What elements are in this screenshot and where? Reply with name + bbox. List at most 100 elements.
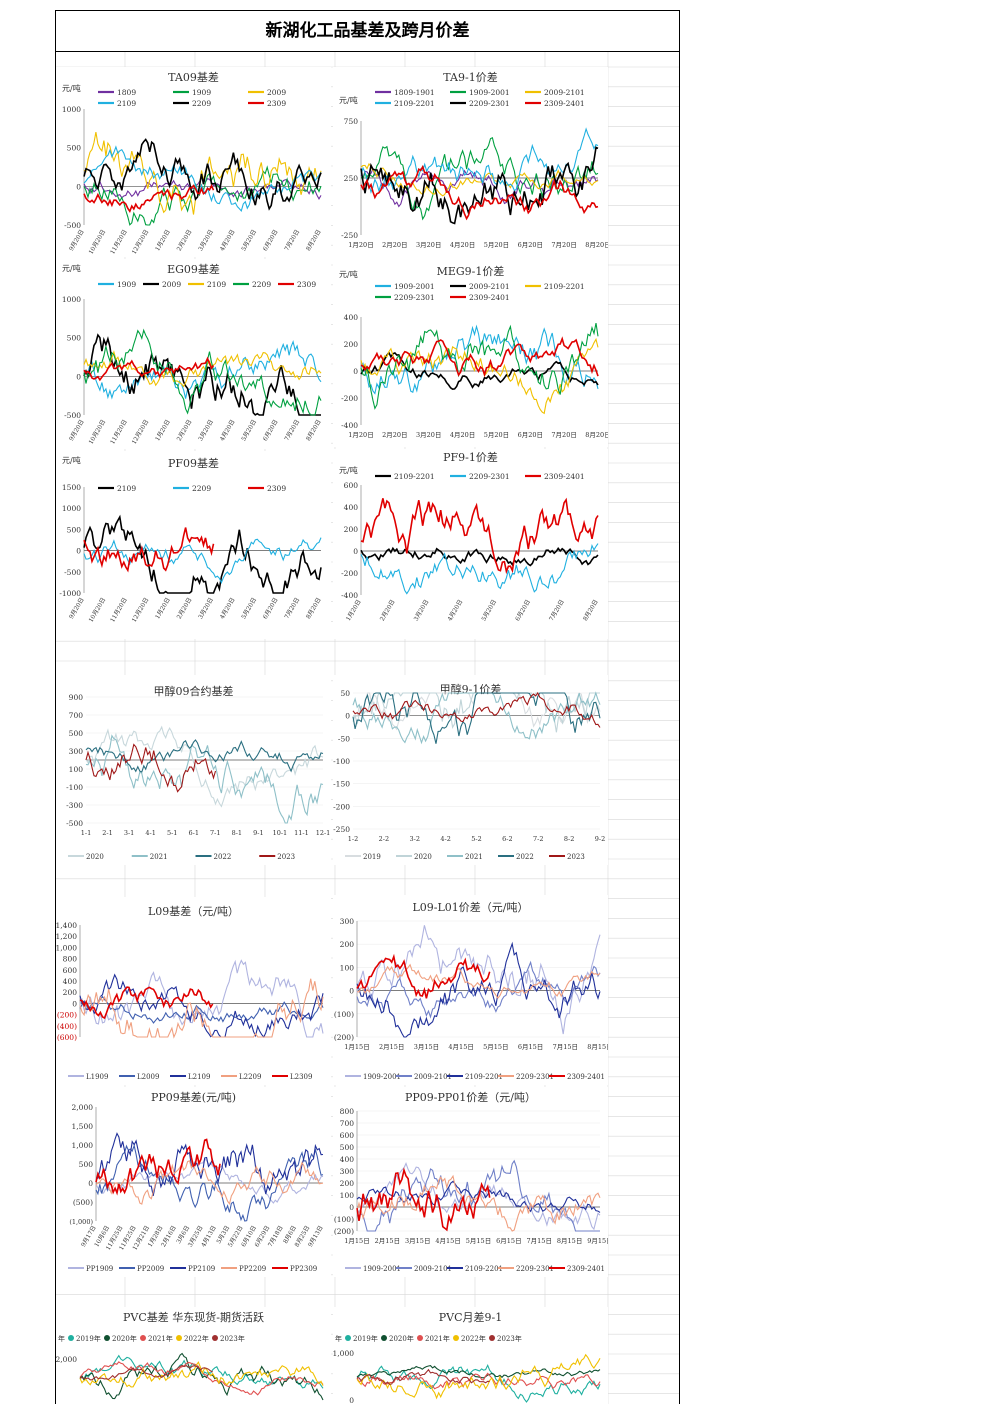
y-tick-label: (100) <box>334 1215 354 1224</box>
legend-entry: 2020 <box>86 853 104 861</box>
y-tick-label: 500 <box>67 334 82 343</box>
series-line <box>360 137 599 221</box>
x-tick-label: 6月20日 <box>518 241 543 249</box>
y-tick-label: 1,500 <box>72 1122 94 1131</box>
series-line <box>360 351 599 391</box>
x-tick-label: 5月20日 <box>240 229 258 253</box>
series-line <box>360 543 599 595</box>
x-tick-label: 7月20日 <box>283 419 301 443</box>
chart-title: L09基差（元/吨） <box>148 904 239 918</box>
x-tick-label: 12-1 <box>316 829 331 837</box>
y-tick-label: 800 <box>63 955 78 964</box>
x-tick-label: 2-1 <box>102 829 112 837</box>
legend-entry: 2021 <box>465 853 483 861</box>
legend-entry: PP2009 <box>137 1265 164 1273</box>
series-line <box>356 963 601 1000</box>
legend-entry: 2019 <box>363 853 381 861</box>
x-tick-label: 10-1 <box>273 829 288 837</box>
x-tick-label: 7月20日 <box>283 228 301 252</box>
chart-pf09-svg: PF09基差 元/吨 2109 2209 2309 1500 1000 500 0 -500 -10… <box>59 455 322 624</box>
y-tick-label: 1,000 <box>72 1141 94 1150</box>
chart-title: TA09基差 <box>168 70 219 84</box>
legend-swatch <box>212 1335 218 1341</box>
x-tick-label: 5月20日 <box>484 241 509 249</box>
x-tick-label: 7月15日 <box>527 1237 552 1245</box>
series-line <box>360 162 599 197</box>
x-tick-label: 6月20日 <box>262 597 280 621</box>
x-tick-label: 8月15日 <box>587 1043 608 1051</box>
legend-entry: 2109-2201 <box>465 1073 503 1081</box>
legend-prefix: 年 <box>335 1334 342 1343</box>
y-tick-label: -500 <box>64 221 81 230</box>
x-tick-label: 4-1 <box>145 829 155 837</box>
series-line <box>85 739 324 773</box>
y-tick-label: -200 <box>341 569 358 578</box>
legend-entry: 2021 <box>150 853 168 861</box>
y-tick-label: 800 <box>340 1107 355 1116</box>
y-tick-label: 0 <box>345 712 350 721</box>
series-line <box>356 1180 601 1213</box>
legend-entry: 1909 <box>117 280 136 289</box>
y-tick-label: 0 <box>76 372 81 381</box>
series-line <box>356 960 601 1019</box>
y-tick-label: 600 <box>344 481 359 490</box>
series-line <box>95 1138 221 1196</box>
legend-swatch <box>345 1335 351 1341</box>
x-tick-label: 8月20日 <box>582 599 600 623</box>
chart-title: PF09基差 <box>168 456 219 470</box>
series-line <box>83 328 322 416</box>
x-tick-label: 2月20日 <box>382 431 407 439</box>
y-tick-label: 0 <box>353 367 358 376</box>
x-tick-label: 10月20日 <box>88 597 108 624</box>
y-tick-label: 100 <box>340 963 355 972</box>
x-tick-label: 10月20日 <box>88 419 108 446</box>
y-tick-label: 1,000 <box>333 1349 354 1358</box>
x-tick-label: 7月20日 <box>283 597 301 621</box>
y-tick-label: 500 <box>340 1143 355 1152</box>
chart-eg09: EG09基差 元/吨 1909 2009 2109 2209 2309 1000 500 0 -50… <box>56 259 331 449</box>
legend-entry: 2009-2101 <box>414 1265 452 1273</box>
x-tick-label: 2月20日 <box>176 419 194 443</box>
series-line <box>360 337 599 415</box>
x-tick-label: 11月20日 <box>109 419 129 446</box>
chart-l91-svg: L09-L01价差（元/吨） 1909-2001 2009-2101 2109-220… <box>334 900 608 1081</box>
x-tick-label: 9月15日 <box>587 1237 608 1245</box>
x-tick-label: 2月15日 <box>375 1237 400 1245</box>
x-tick-label: 8月20日 <box>585 431 608 439</box>
y-tick-label: -400 <box>341 591 358 600</box>
y-tick-label: 100 <box>340 1191 355 1200</box>
x-tick-label: 4月20日 <box>219 229 237 253</box>
x-tick-label: 9月20日 <box>68 597 86 621</box>
series-line <box>360 127 599 194</box>
series-line <box>79 973 324 1038</box>
x-tick-label: 7月20日 <box>551 431 576 439</box>
y-tick-label: 200 <box>344 340 359 349</box>
legend-entry: 2309 <box>297 280 316 289</box>
chart-title: PP09-PP01价差（元/吨） <box>405 1090 536 1104</box>
legend-prefix: 年 <box>58 1334 65 1343</box>
y-tick-label: 100 <box>69 765 84 774</box>
legend-entry: L1909 <box>86 1073 108 1081</box>
x-tick-label: 8月20日 <box>585 241 608 249</box>
series-line <box>79 986 214 1020</box>
x-tick-label: 6月20日 <box>514 599 532 623</box>
series-line <box>95 1132 324 1197</box>
legend-entry: 1809 <box>117 88 136 97</box>
y-tick-label: 0 <box>349 1396 354 1404</box>
x-tick-label: 3月20日 <box>416 431 441 439</box>
legend-entry: 2309-2401 <box>567 1073 605 1081</box>
series-line <box>83 183 215 214</box>
x-tick-label: 2月20日 <box>379 599 397 623</box>
y-tick-label: -200 <box>333 802 350 811</box>
series-line <box>85 734 324 824</box>
x-tick-label: 11月20日 <box>109 597 129 624</box>
y-tick-label: -300 <box>66 801 83 810</box>
x-tick-label: 1月20日 <box>154 229 172 253</box>
series-line <box>356 941 601 1038</box>
chart-title: PVC月差9-1 <box>439 1310 502 1324</box>
y-tick-label: 1,000 <box>56 943 77 952</box>
legend-swatch <box>417 1335 423 1341</box>
x-tick-label: 6月20日 <box>262 419 280 443</box>
y-tick-label: 0 <box>349 1203 354 1212</box>
chart-title: PVC基差 华东现货-期货活跃 <box>123 1310 264 1324</box>
